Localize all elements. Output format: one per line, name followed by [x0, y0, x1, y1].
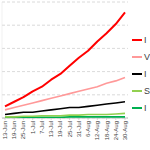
grid-line	[2, 25, 128, 26]
x-tick-label: 19-Jun	[11, 121, 17, 139]
legend-swatch	[132, 73, 142, 75]
grid-line	[2, 71, 128, 72]
grid-line	[2, 48, 128, 49]
x-tick-label: 24-Aug	[113, 121, 119, 140]
x-tick	[23, 118, 24, 120]
x-tick	[69, 118, 70, 120]
legend-label: I	[144, 69, 147, 79]
x-tick	[78, 118, 79, 120]
series-line	[5, 12, 125, 106]
x-tick-label: 30-Aug	[122, 121, 128, 140]
x-tick	[97, 118, 98, 120]
legend-swatch	[132, 56, 142, 58]
x-tick	[60, 118, 61, 120]
grid-line	[2, 2, 128, 3]
chart: 13-Jun19-Jun25-Jun 1-Jul7-Jul13-Jul19-Jul…	[0, 0, 150, 150]
x-tick-label: 6-Aug	[85, 121, 91, 137]
x-tick	[14, 118, 15, 120]
plot-area	[5, 12, 125, 117]
x-tick-label: 7-Jul	[39, 121, 45, 134]
x-tick-label: 12-Aug	[94, 121, 100, 140]
x-tick	[51, 118, 52, 120]
series-line	[5, 113, 125, 116]
legend-swatch	[132, 39, 142, 41]
x-tick-label: 13-Jul	[48, 121, 54, 137]
x-tick	[88, 118, 89, 120]
x-tick	[106, 118, 107, 120]
series-line	[5, 77, 125, 109]
x-tick-label: 18-Aug	[104, 121, 110, 140]
legend-label: V	[144, 52, 150, 62]
x-tick-label: 13-Jun	[2, 121, 8, 139]
x-axis	[2, 118, 128, 119]
x-tick-label: 25-Jun	[20, 121, 26, 139]
legend-swatch	[132, 107, 142, 109]
legend-label: S	[144, 86, 150, 96]
x-tick-label: 31-Jul	[76, 121, 82, 137]
x-tick	[5, 118, 6, 120]
x-tick	[115, 118, 116, 120]
legend-label: I	[144, 103, 147, 113]
x-tick	[32, 118, 33, 120]
legend-label: I	[144, 35, 147, 45]
x-tick-label: 25-Jul	[67, 121, 73, 137]
grid-line	[2, 118, 128, 119]
x-tick-label: 1-Jul	[30, 121, 36, 134]
x-tick-label: 19-Jul	[57, 121, 63, 137]
x-tick	[125, 118, 126, 120]
series-line	[5, 102, 125, 115]
y-axis	[2, 2, 3, 118]
legend-swatch	[132, 90, 142, 92]
x-tick	[41, 118, 42, 120]
